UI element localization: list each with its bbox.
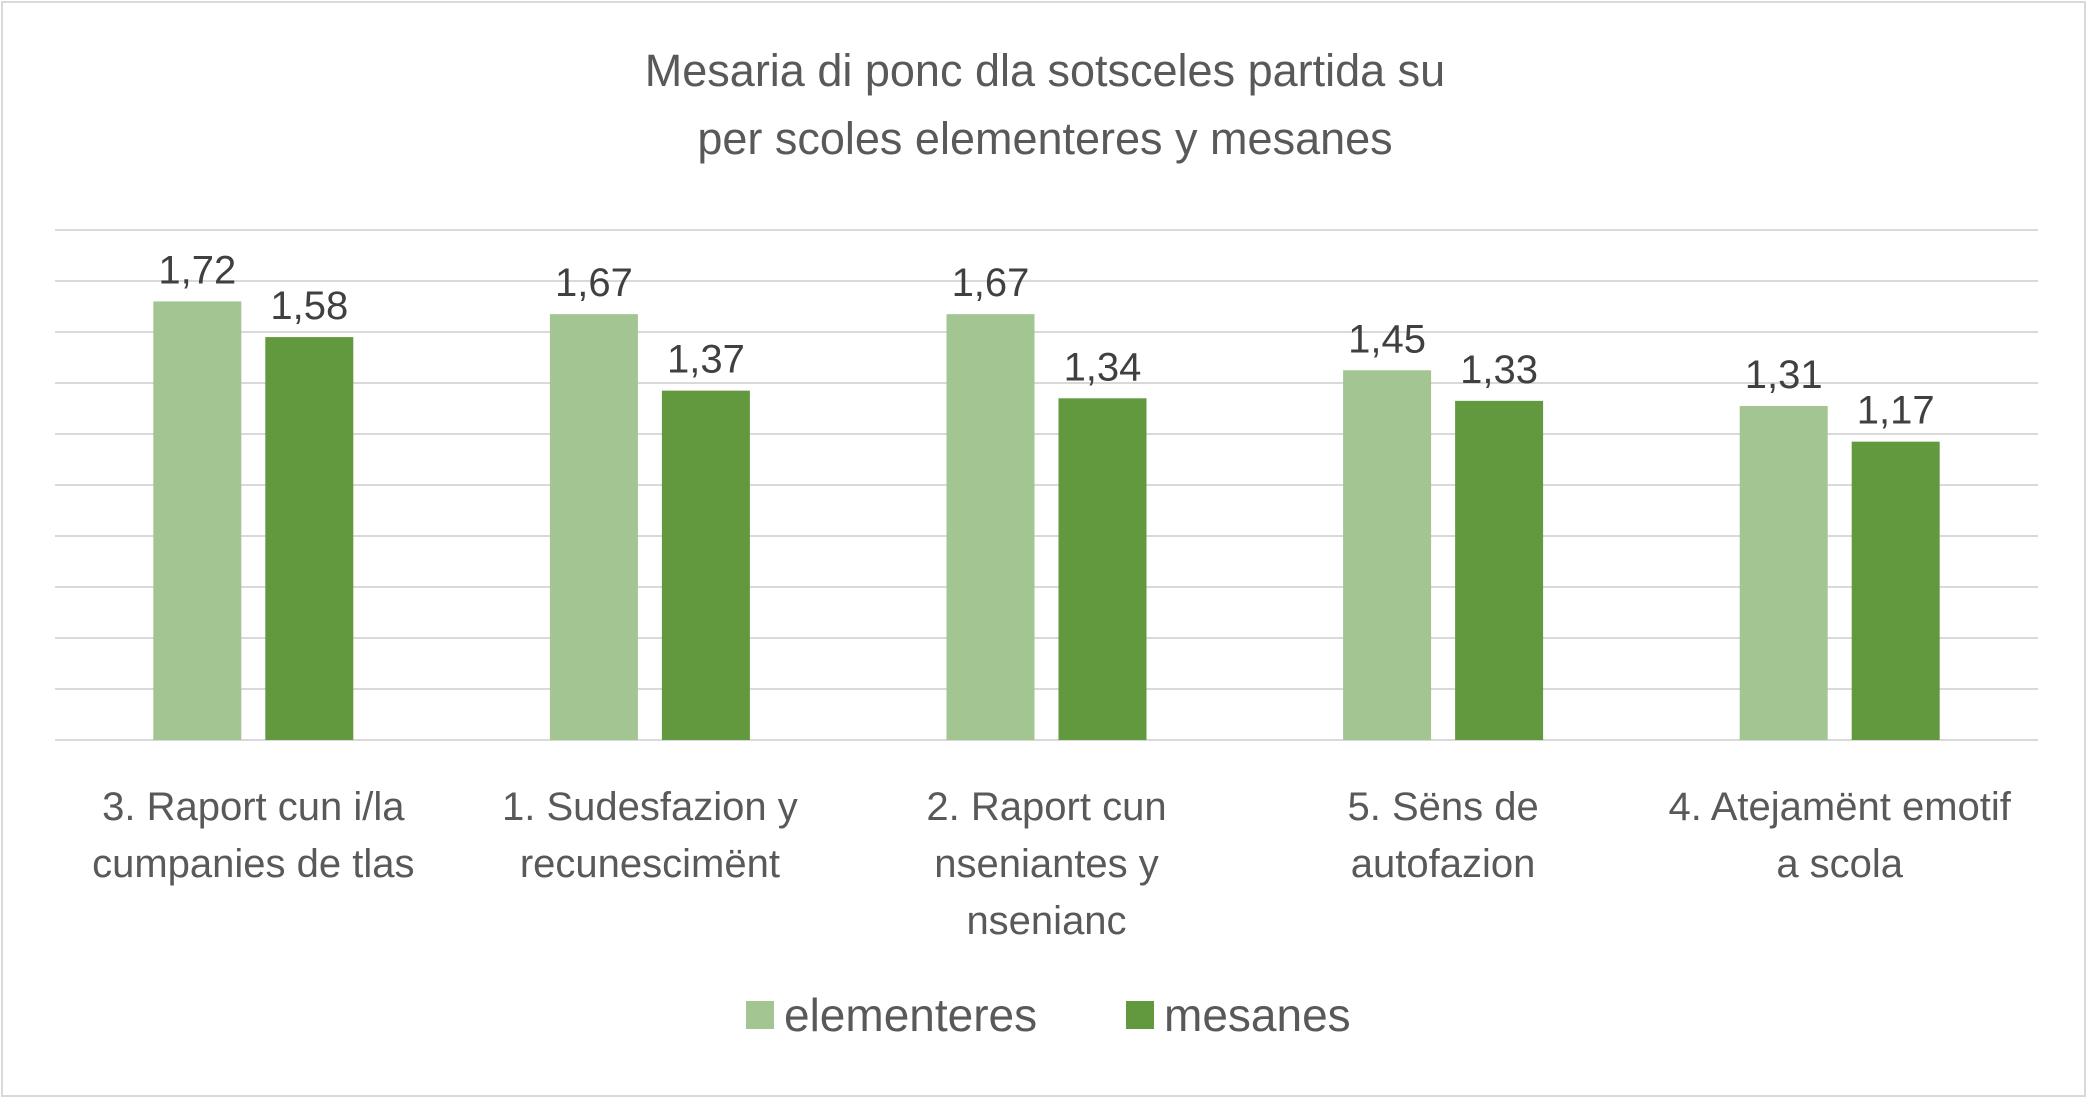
category-label: 2. Raport cun [926, 785, 1166, 829]
bar-mesanes [661, 390, 750, 740]
category-label: nsenianc [966, 899, 1126, 943]
bar-elementeres [946, 314, 1035, 740]
data-label-elementeres: 1,31 [1745, 353, 1823, 397]
chart-title: Mesaria di ponc dla sotsceles partida su… [645, 45, 1445, 164]
category-label: autofazion [1351, 842, 1536, 886]
bars [153, 301, 1940, 740]
data-label-mesanes: 1,17 [1857, 389, 1935, 433]
category-label: a scola [1776, 842, 1903, 886]
chart-title-line: Mesaria di ponc dla sotsceles partida su [645, 45, 1445, 96]
data-label-mesanes: 1,33 [1460, 348, 1538, 392]
category-label: recunescimënt [520, 842, 780, 886]
bar-elementeres [549, 314, 638, 740]
bar-mesanes [1851, 441, 1940, 740]
category-axis-labels: 3. Raport cun i/la cumpanies de tlas 1. Su… [92, 785, 2012, 943]
data-label-mesanes: 1,34 [1064, 345, 1142, 389]
gridlines [55, 229, 2038, 741]
data-label-elementeres: 1,67 [555, 261, 633, 305]
data-label-mesanes: 1,37 [667, 338, 745, 382]
bar-elementeres [1739, 405, 1828, 740]
legend: elementeres mesanes [746, 989, 1351, 1041]
data-label-elementeres: 1,67 [952, 261, 1030, 305]
category-label: nseniantes y [934, 842, 1159, 886]
bar-mesanes [1058, 398, 1147, 740]
legend-swatch-mesanes [1126, 1001, 1154, 1029]
bar-chart: Mesaria di ponc dla sotsceles partida su… [55, 45, 2038, 1041]
legend-label-mesanes: mesanes [1164, 989, 1351, 1041]
category-label: 1. Sudesfazion y [502, 785, 798, 829]
data-label-elementeres: 1,72 [158, 248, 236, 292]
category-label: 4. Atejamënt emotif [1668, 785, 2011, 829]
chart-title-line: per scoles elementeres y mesanes [697, 113, 1392, 164]
legend-swatch-elementeres [746, 1001, 774, 1029]
bar-elementeres [153, 301, 242, 740]
category-label: cumpanies de tlas [92, 842, 414, 886]
legend-label-elementeres: elementeres [784, 989, 1037, 1041]
data-label-mesanes: 1,58 [270, 284, 348, 328]
bar-mesanes [265, 337, 354, 740]
category-label: 5. Sëns de [1347, 785, 1538, 829]
bar-mesanes [1455, 400, 1544, 740]
data-labels: 1,72 1,58 1,67 1,37 1,67 1,34 1,45 1,33 1,31 1,17 [158, 248, 1934, 432]
category-label: 3. Raport cun i/la [102, 785, 405, 829]
bar-elementeres [1343, 370, 1432, 740]
data-label-elementeres: 1,45 [1348, 317, 1426, 361]
